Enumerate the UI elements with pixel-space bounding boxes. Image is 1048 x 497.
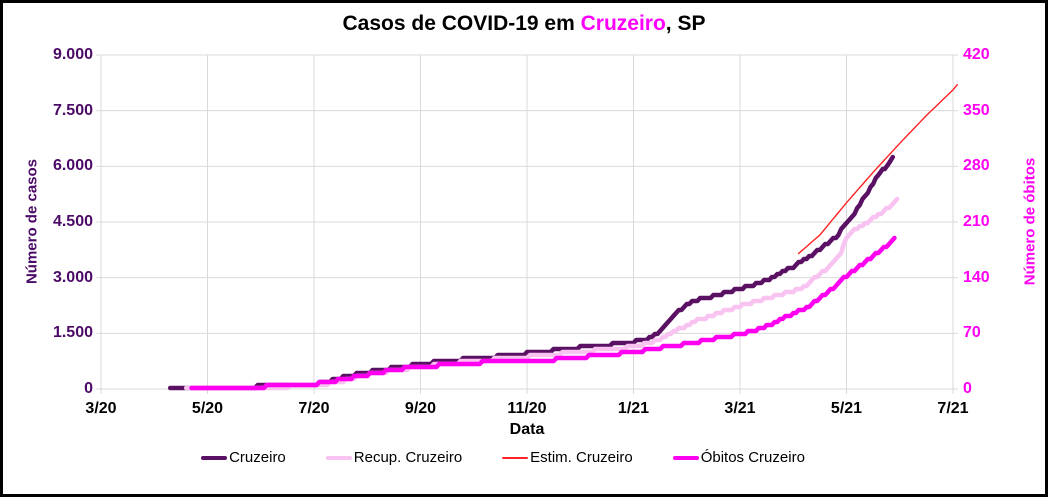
left-axis-tick-label: 7.500 [52, 101, 93, 119]
legend-swatch-cruzeiro [201, 455, 228, 460]
x-axis-tick-label: 9/20 [404, 400, 437, 417]
x-axis-tick-label: 5/20 [191, 400, 224, 417]
legend-swatch-recup-cruzeiro [325, 455, 352, 460]
x-axis-title: Data [509, 421, 545, 438]
right-axis-tick-label: 210 [963, 213, 990, 230]
chart-title-prefix: Casos de COVID-19 em [342, 12, 581, 35]
left-axis-tick-label: 0 [84, 380, 93, 397]
right-axis-tick-label: 70 [963, 324, 981, 342]
right-axis-tick-label: 140 [963, 268, 990, 286]
legend-label: Estim. Cruzeiro [530, 449, 633, 466]
legend-item-obitos-cruzeiro: Óbitos Cruzeiro [672, 449, 805, 466]
left-axis-tick-label: 4.500 [52, 213, 93, 230]
left-axis-tick-label: 3.000 [52, 268, 93, 286]
left-axis-tick-label: 1.500 [52, 324, 93, 342]
chart-title: Casos de COVID-19 em Cruzeiro, SP [3, 12, 1045, 36]
x-axis-tick-label: 7/21 [937, 400, 969, 417]
legend-label: Óbitos Cruzeiro [700, 449, 805, 466]
plot-area [96, 54, 958, 394]
left-axis-tick-label: 6.000 [52, 157, 93, 175]
legend-swatch-estim-cruzeiro [502, 456, 529, 459]
right-axis-tick-label: 350 [963, 101, 990, 119]
series-line-estim-cruzeiro [797, 84, 958, 255]
right-axis-tick-label: 420 [963, 46, 990, 63]
legend-item-recup-cruzeiro: Recup. Cruzeiro [325, 449, 463, 466]
x-axis-tick-label: 7/20 [298, 400, 330, 417]
right-axis-tick-label: 0 [963, 380, 972, 397]
chart-title-suffix: , SP [665, 12, 706, 35]
legend-item-estim-cruzeiro: Estim. Cruzeiro [502, 449, 633, 466]
x-axis-tick-label: 3/20 [85, 400, 117, 417]
chart-title-city: Cruzeiro [580, 12, 666, 35]
x-axis-tick-label: 3/21 [724, 400, 756, 417]
right-axis-tick-label: 280 [963, 157, 990, 175]
series-line-obitos-cruzeiro [189, 235, 897, 391]
legend-label: Recup. Cruzeiro [353, 449, 463, 466]
x-axis-tick-label: 11/20 [507, 400, 547, 417]
legend: Cruzeiro Recup. Cruzeiro Estim. Cruzeiro Ób… [3, 449, 1003, 466]
legend-item-cruzeiro: Cruzeiro [201, 449, 286, 466]
legend-swatch-obitos-cruzeiro [672, 455, 699, 460]
x-axis-tick-label: 5/21 [830, 400, 863, 417]
left-axis-tick-label: 9.000 [52, 46, 93, 63]
x-axis-tick-label: 1/21 [617, 400, 650, 417]
legend-label: Cruzeiro [229, 449, 286, 466]
